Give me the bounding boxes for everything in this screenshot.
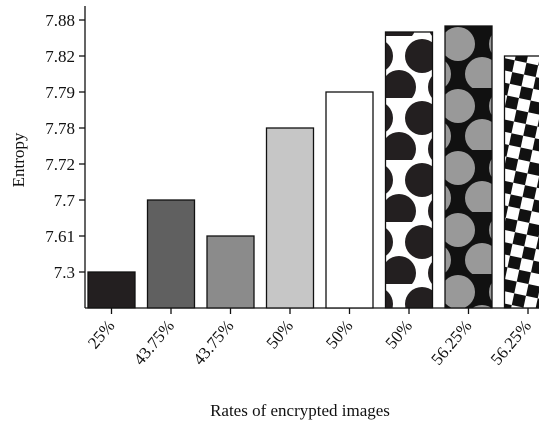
y-tick-label: 7.82 [45,47,75,66]
x-axis-label: Rates of encrypted images [210,401,390,420]
bar [386,32,433,308]
x-tick-label: 43.75% [130,316,178,368]
bar [445,26,492,308]
y-tick-label: 7.7 [54,191,76,210]
x-tick-label: 50% [381,316,416,352]
bar [148,200,195,308]
y-tick-label: 7.61 [45,227,75,246]
bar [88,272,135,308]
x-tick-label: 56.25% [487,316,535,368]
x-tick-label: 56.25% [427,316,475,368]
x-tick-label: 43.75% [189,316,237,368]
x-tick-label: 50% [262,316,297,352]
bar [326,92,373,308]
y-tick-label: 7.3 [54,263,75,282]
y-tick-label: 7.79 [45,83,75,102]
y-axis-label: Entropy [9,132,28,187]
x-tick-label: 50% [322,316,357,352]
y-tick-label: 7.88 [45,11,75,30]
y-tick-label: 7.78 [45,119,75,138]
bar [207,236,254,308]
chart: Entropy Rates of encrypted images 7.3 7.6… [0,0,539,434]
x-tick-label: 25% [84,316,119,352]
bar [267,128,314,308]
bar [505,56,539,308]
y-tick-label: 7.72 [45,155,75,174]
